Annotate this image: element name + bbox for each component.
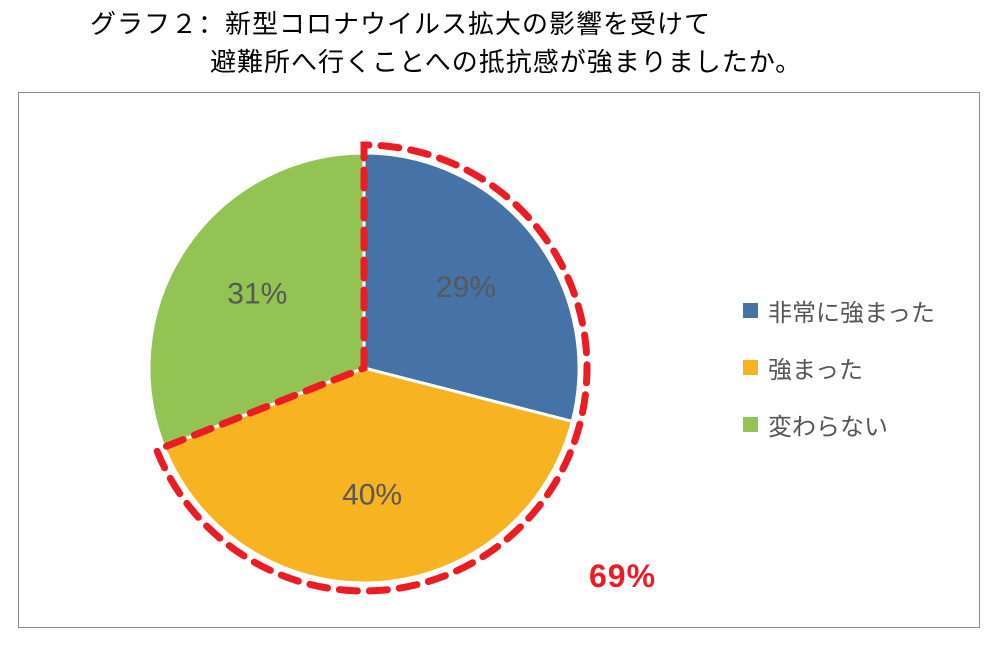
legend-label: 強まった [768,350,863,385]
legend-swatch-icon [743,417,758,432]
legend-swatch-icon [743,303,758,318]
legend-item-unchanged: 変わらない [743,407,935,442]
slice-label-strong: 40% [342,479,402,512]
legend-item-very_strong: 非常に強まった [743,293,935,328]
slice-label-very_strong: 29% [436,271,496,304]
legend-label: 変わらない [768,407,888,442]
highlight-annotation: 69% [589,558,656,595]
legend-swatch-icon [743,360,758,375]
chart-container: 29% 40% 31% 非常に強まった強まった変わらない 69% [18,92,980,628]
chart-title-line1: グラフ２：新型コロナウイルス拡大の影響を受けて [0,6,1000,44]
legend-item-strong: 強まった [743,350,935,385]
chart-title-line2: 避難所へ行くことへの抵抗感が強まりましたか。 [0,44,1000,82]
legend-label: 非常に強まった [768,293,935,328]
slice-label-unchanged: 31% [227,277,287,310]
legend: 非常に強まった強まった変わらない [743,293,935,464]
